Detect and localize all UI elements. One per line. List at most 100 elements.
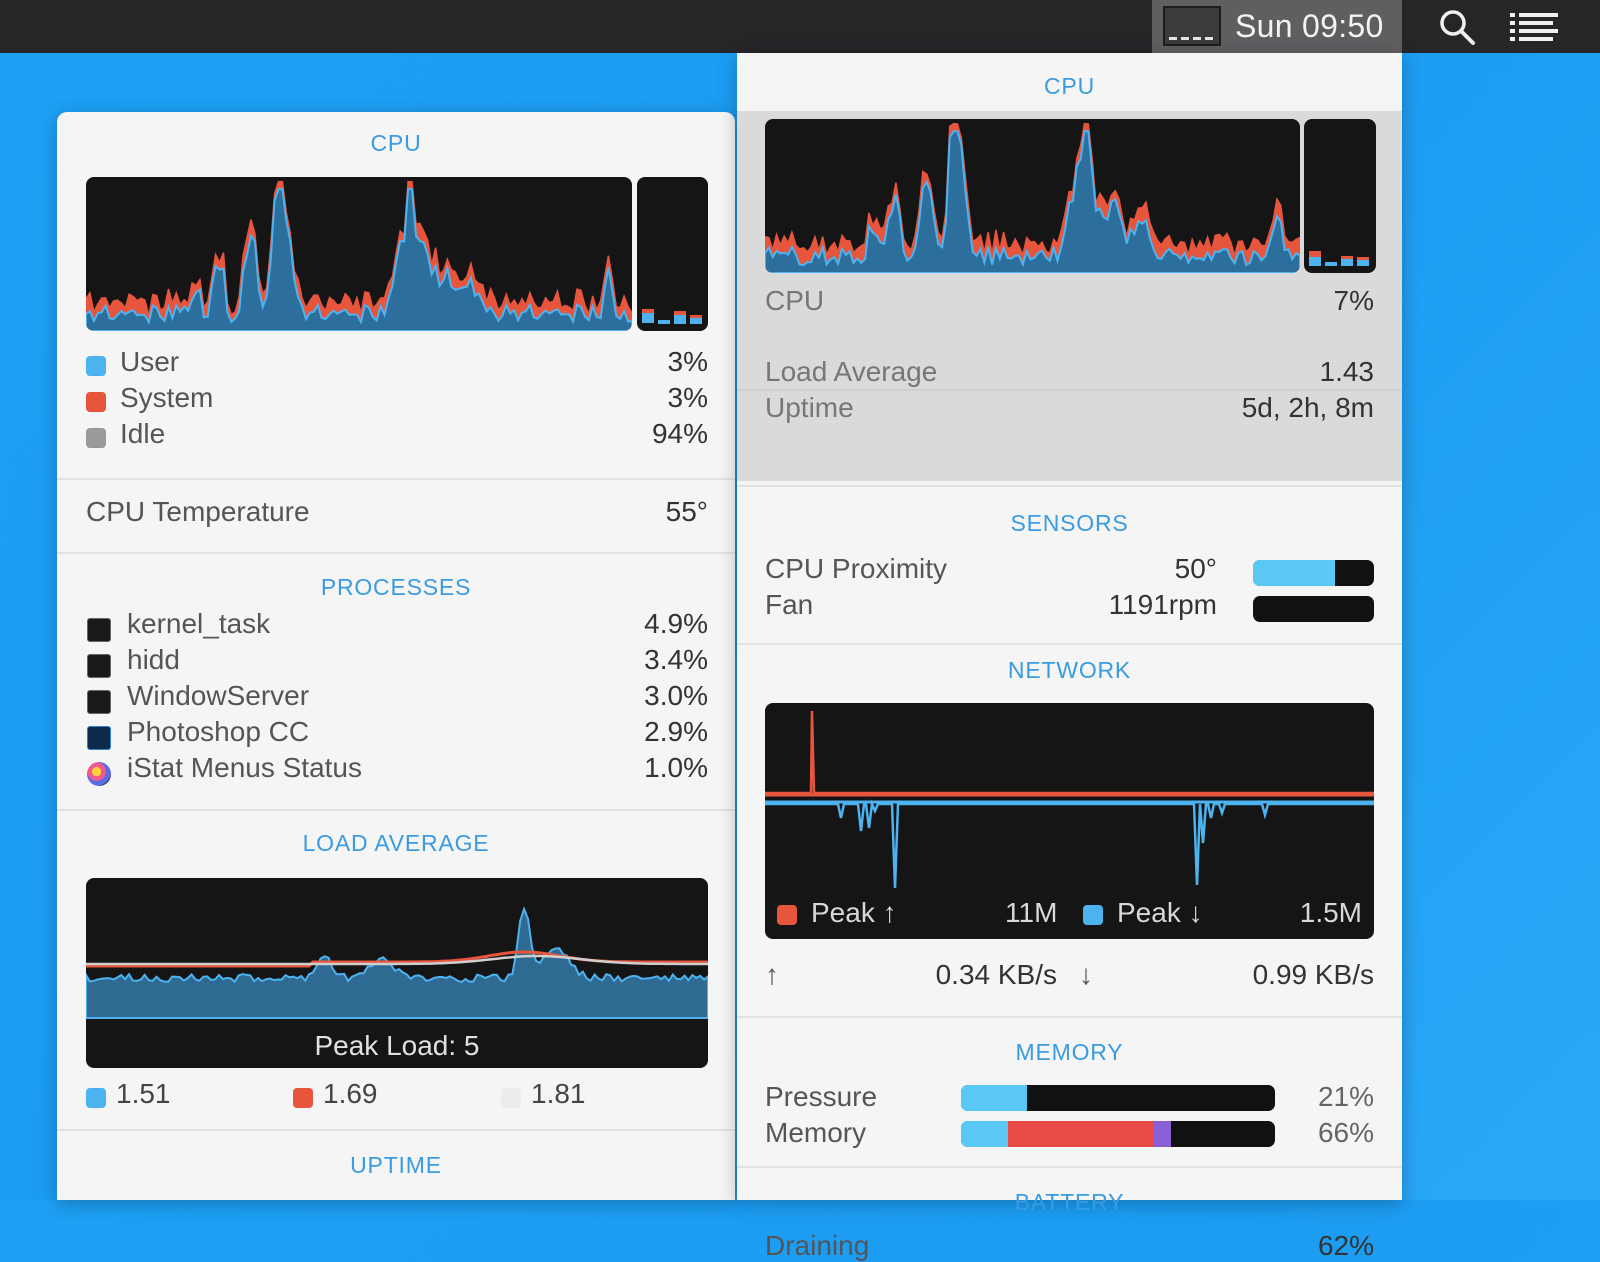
cpu-section-title: CPU <box>1044 73 1095 99</box>
cpu-label: CPU <box>765 285 825 316</box>
sensors-section-title: SENSORS <box>1010 510 1129 536</box>
network-upload-series <box>765 710 1374 795</box>
fan-label: Fan <box>765 589 814 620</box>
load-5min-swatch <box>293 1088 313 1108</box>
idle-label: Idle <box>120 418 166 449</box>
cpu-cores-graph <box>1304 119 1376 273</box>
cpu-proximity-bar-fill <box>1253 560 1336 586</box>
core-bar <box>642 313 654 323</box>
upload-rate: 0.34 KB/s <box>935 959 1057 990</box>
user-label: User <box>120 346 180 377</box>
cpu-cores-svg <box>642 309 702 324</box>
fan-value: 1191rpm <box>1108 589 1217 620</box>
load-average-svg <box>86 906 708 1019</box>
process-name: kernel_task <box>127 608 271 639</box>
core-bar-system <box>1357 257 1369 260</box>
download-arrow-icon: ↓ <box>1079 959 1093 990</box>
core-bar-system <box>690 315 702 318</box>
processes-section-title: PROCESSES <box>320 574 472 600</box>
idle-color-swatch <box>86 428 106 448</box>
core-bar <box>658 320 670 324</box>
memory-segment-app <box>1008 1121 1153 1147</box>
cpu-cores-svg <box>1309 251 1369 266</box>
idle-value: 94% <box>651 418 708 449</box>
pressure-label: Pressure <box>765 1081 878 1112</box>
cpu-graph-icon[interactable] <box>1163 6 1221 46</box>
core-bar <box>1325 262 1337 266</box>
cpu-history-graph <box>765 119 1300 273</box>
search-icon[interactable] <box>1438 8 1476 46</box>
load-highlight-row[interactable] <box>737 391 1402 481</box>
battery-section-title: BATTERY <box>1014 1189 1125 1215</box>
core-bar <box>690 318 702 324</box>
user-value: 3% <box>667 346 708 377</box>
core-bar-system <box>674 311 686 315</box>
list-icon[interactable] <box>1510 12 1558 42</box>
peak-down-value: 1.5M <box>1299 897 1362 928</box>
load-15min-swatch <box>501 1088 521 1108</box>
process-name: hidd <box>127 644 180 675</box>
divider <box>737 643 1402 645</box>
cpu-history-svg <box>765 122 1300 273</box>
memory-label: Memory <box>765 1117 867 1148</box>
memory-value: 66% <box>1317 1117 1374 1148</box>
memory-segment-wired <box>961 1121 1009 1147</box>
peak-up-label: Peak ↑ <box>811 897 897 928</box>
memory-section-title: MEMORY <box>1015 1039 1124 1065</box>
core-bar <box>1309 257 1321 266</box>
terminal-icon <box>87 654 111 678</box>
load-15min-series <box>86 954 708 966</box>
istat-icon <box>87 762 111 786</box>
process-name: Photoshop CC <box>127 716 310 747</box>
cpu-proximity-value: 50° <box>1174 553 1217 584</box>
process-name: WindowServer <box>127 680 310 711</box>
download-rate: 0.99 KB/s <box>1252 959 1374 990</box>
network-svg <box>765 710 1374 889</box>
load-average-value: 1.43 <box>1319 356 1375 387</box>
cpu-temperature-label: CPU Temperature <box>86 496 310 527</box>
cpu-dropdown-panel: CPU User 3% System 3% Idle 94% CPU Tempe… <box>57 112 735 1200</box>
battery-value: 62% <box>1317 1230 1374 1261</box>
terminal-icon <box>87 690 111 714</box>
system-label: System <box>120 382 214 413</box>
cpu-cores-graph <box>637 177 708 331</box>
cpu-user-series <box>765 130 1300 273</box>
load-1min-swatch <box>86 1088 106 1108</box>
battery-status-label: Draining <box>765 1230 870 1261</box>
process-cpu: 3.4% <box>644 644 708 675</box>
load-1min-series <box>86 906 708 1019</box>
cpu-section-title: CPU <box>370 130 422 156</box>
download-color-swatch <box>1083 905 1103 925</box>
divider <box>737 389 1402 391</box>
cpu-user-series <box>86 188 632 331</box>
process-cpu: 3.0% <box>644 680 708 711</box>
process-cpu: 4.9% <box>644 608 708 639</box>
istat-dropdown-panel: CPU CPU 7% Load Average 1.43 Uptime 5d, … <box>737 53 1402 1261</box>
divider <box>737 1166 1402 1168</box>
divider <box>57 809 735 811</box>
divider <box>57 552 735 554</box>
system-value: 3% <box>667 382 708 413</box>
upload-arrow-icon: ↑ <box>765 959 779 990</box>
divider <box>57 1129 735 1131</box>
load-average-section-title: LOAD AVERAGE <box>302 830 490 856</box>
divider <box>737 1016 1402 1018</box>
core-bar-system <box>642 309 654 313</box>
menu-clock[interactable]: Sun 09:50 <box>1235 8 1384 44</box>
system-color-swatch <box>86 392 106 412</box>
divider <box>737 485 1402 487</box>
photoshop-icon <box>87 726 111 750</box>
memory-segment-compressed <box>1152 1121 1172 1147</box>
load-15min-value: 1.81 <box>531 1078 586 1109</box>
process-cpu: 2.9% <box>644 716 708 747</box>
network-graph: Peak ↑ 11M Peak ↓ 1.5M <box>765 703 1374 939</box>
cpu-temperature-value: 55° <box>665 496 708 527</box>
cpu-total-value: 7% <box>1333 285 1374 316</box>
load-average-graph: Peak Load: 5 <box>86 878 708 1068</box>
uptime-value: 5d, 2h, 8m <box>1241 392 1374 423</box>
core-bar-system <box>1309 251 1321 257</box>
upload-color-swatch <box>777 905 797 925</box>
process-cpu: 1.0% <box>644 752 708 783</box>
pressure-bar <box>961 1085 1275 1111</box>
load-average-label: Load Average <box>765 356 938 387</box>
